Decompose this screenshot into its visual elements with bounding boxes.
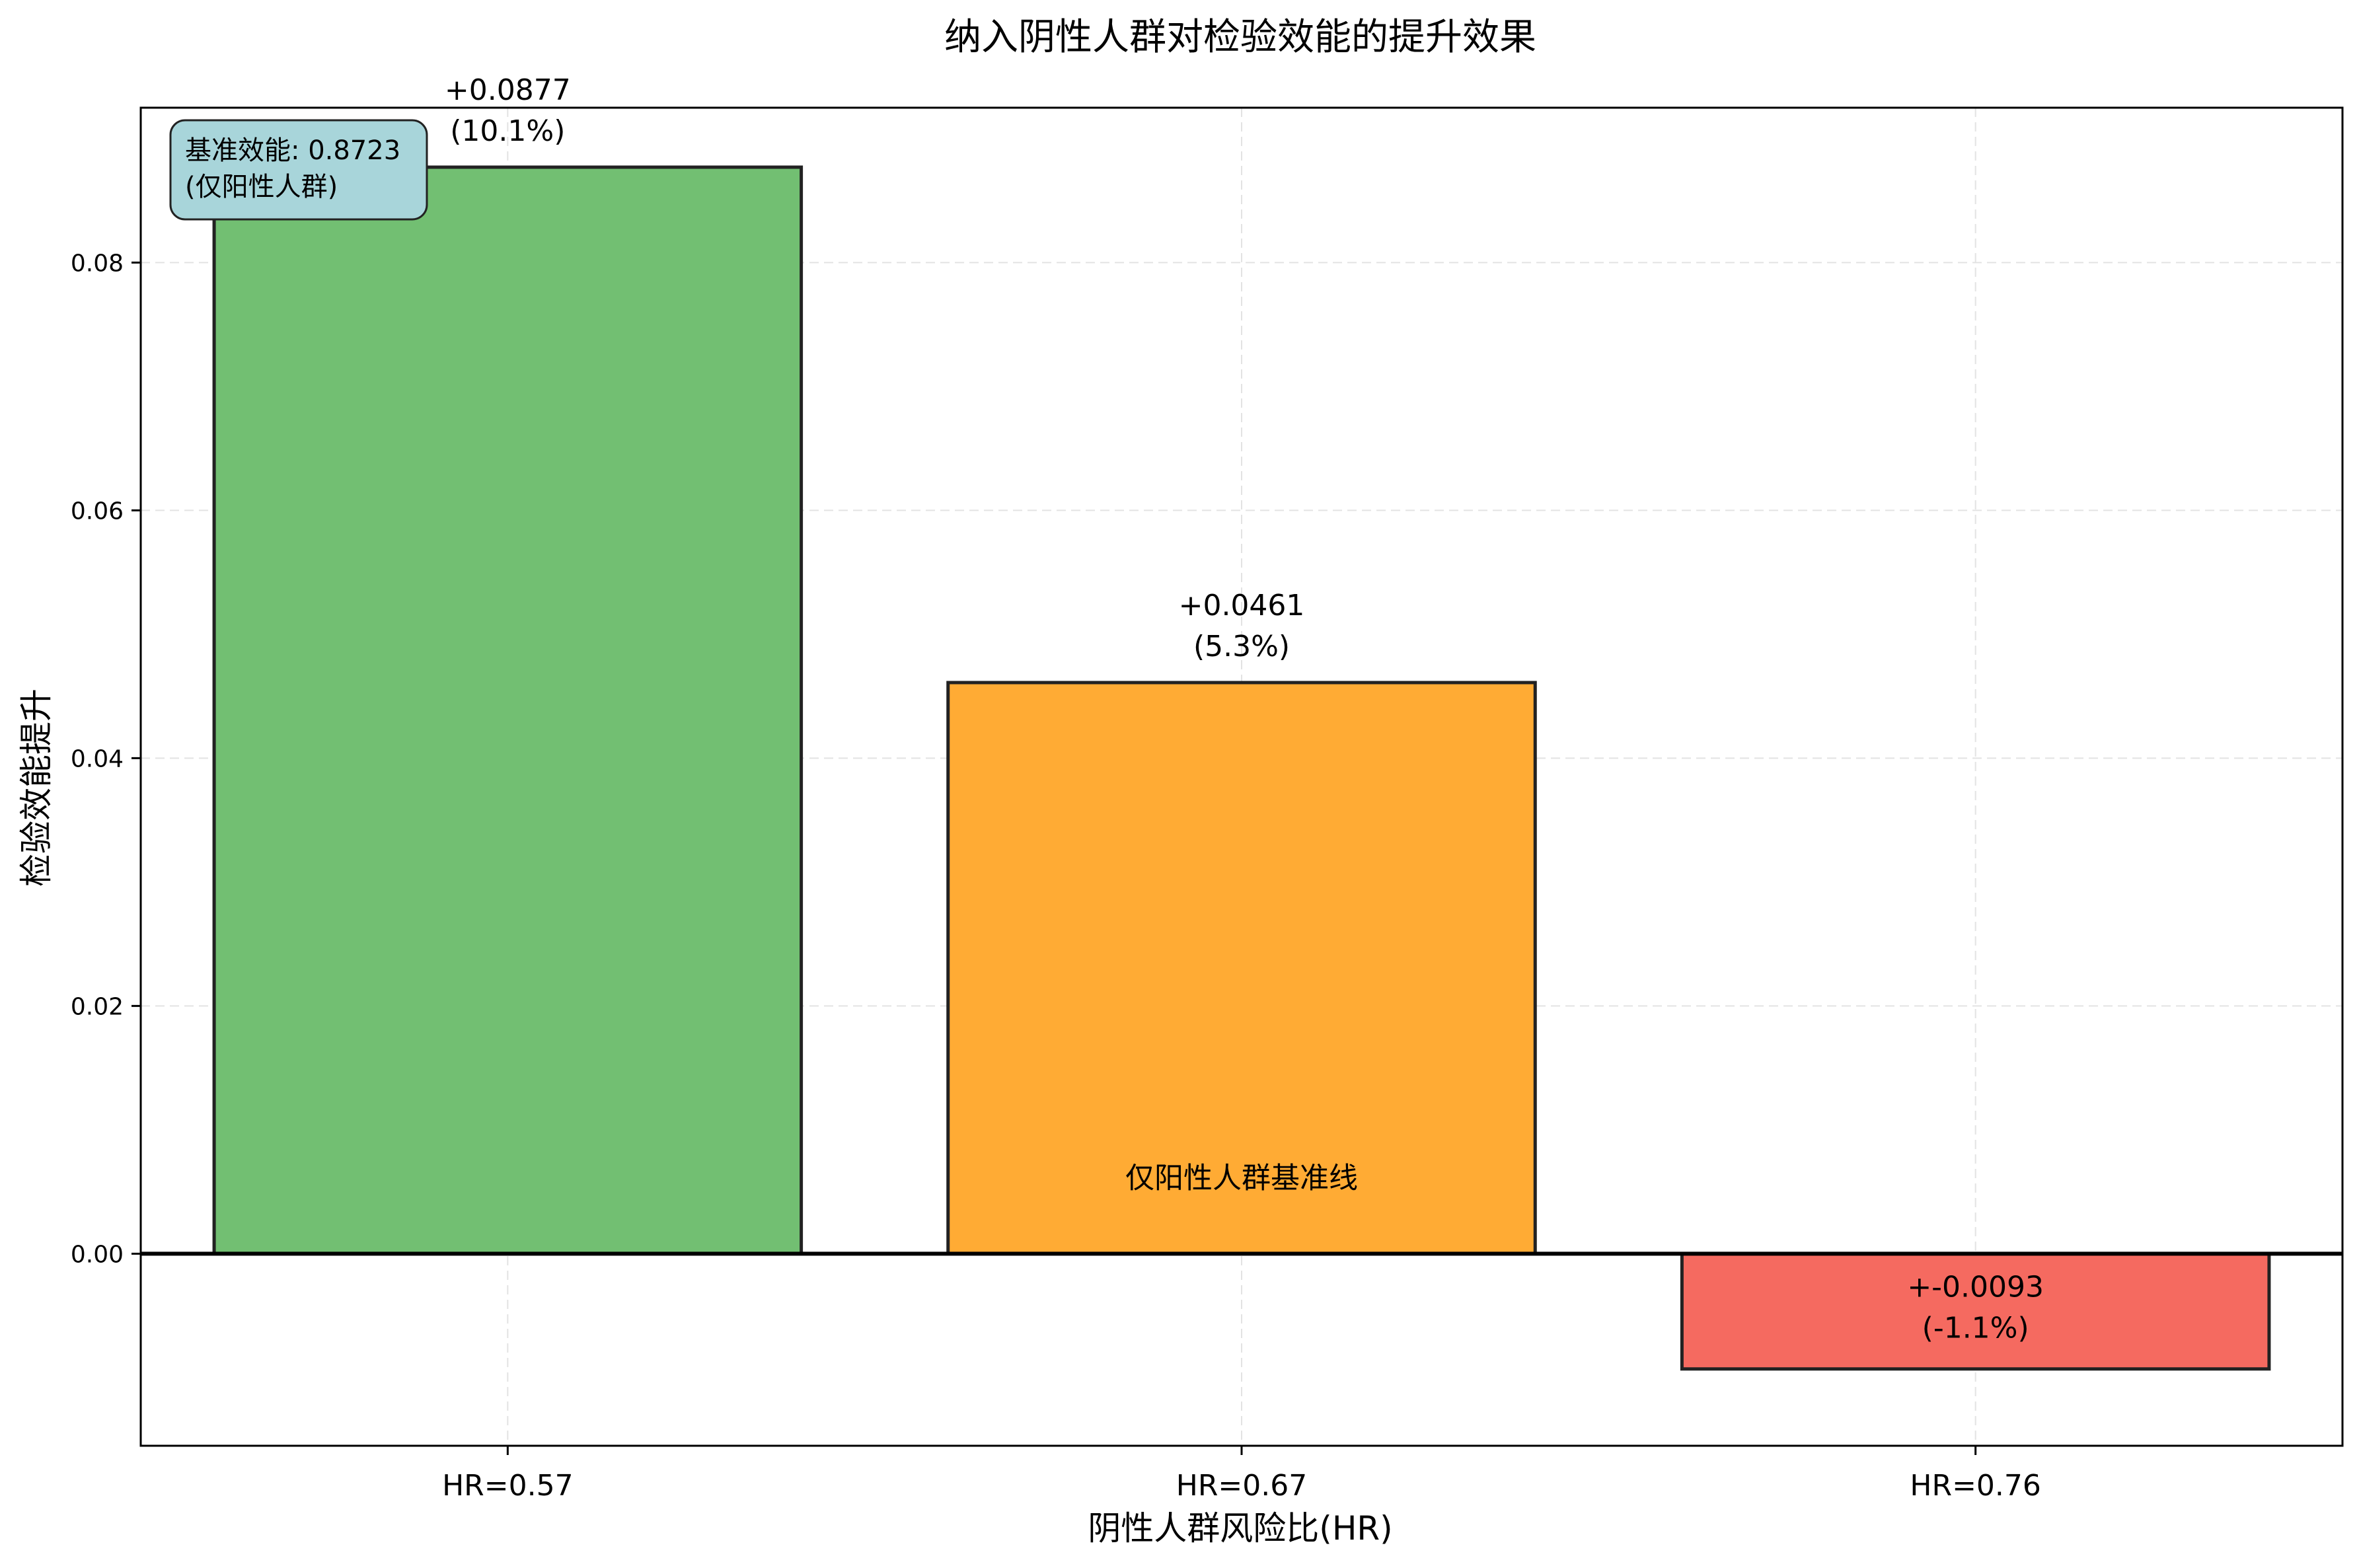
bar-value-label: +0.0461 (1179, 589, 1305, 622)
info-box-line2: (仅阳性人群) (185, 172, 338, 202)
y-tick-label: 0.06 (71, 498, 124, 525)
y-tick-label: 0.08 (71, 250, 124, 277)
bar-value-labels: +0.0877 (10.1%) +0.0461 (5.3%) +-0.0093 (-1.1… (445, 73, 2044, 1345)
bar-3 (1680, 1251, 2271, 1371)
y-axis-label: 检验效能提升 (17, 689, 56, 887)
y-axis-ticks: 0.00 0.02 0.04 0.06 0.08 (71, 250, 141, 1268)
chart-title: 纳入阴性人群对检验效能的提升效果 (944, 16, 1536, 59)
bar-percent-label: (-1.1%) (1922, 1311, 2029, 1345)
y-tick-label: 0.00 (71, 1241, 124, 1268)
info-box-background (169, 119, 428, 221)
y-tick-label: 0.02 (71, 993, 124, 1020)
x-tick-label: HR=0.57 (442, 1469, 574, 1503)
bar-percent-label: (10.1%) (450, 114, 565, 148)
x-axis-ticks: HR=0.57 HR=0.67 HR=0.76 (442, 1446, 2041, 1503)
bar-value-label: +0.0877 (445, 73, 571, 107)
info-box: 基准效能: 0.8723 (仅阳性人群) (169, 119, 428, 221)
bar-2 (946, 681, 1537, 1255)
x-tick-label: HR=0.67 (1176, 1469, 1308, 1503)
baseline-label: 仅阳性人群基准线 (1125, 1161, 1358, 1195)
bar-percent-label: (5.3%) (1193, 630, 1290, 663)
y-tick-label: 0.04 (71, 745, 124, 772)
x-tick-label: HR=0.76 (1910, 1469, 2041, 1503)
bar-value-label: +-0.0093 (1907, 1270, 2044, 1304)
info-box-line1: 基准效能: 0.8723 (185, 135, 400, 166)
x-axis-label: 阴性人群风险比(HR) (1088, 1509, 1392, 1548)
bar-1 (212, 165, 804, 1255)
